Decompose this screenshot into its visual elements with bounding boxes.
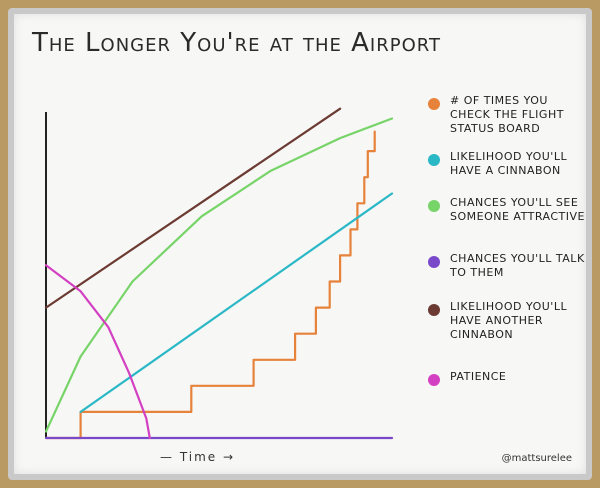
series-layer — [44, 107, 394, 440]
series-patience — [44, 264, 151, 440]
legend-label: Chances you'll see someone attractive — [450, 196, 585, 223]
legend-label: Likelihood you'll have a Cinnabon — [450, 150, 568, 177]
legend-swatch — [428, 256, 440, 268]
watermark: @mattsurelee — [501, 453, 572, 464]
legend-swatch — [428, 374, 440, 386]
legend-item-patience: Patience — [428, 370, 598, 386]
whiteboard — [8, 8, 592, 480]
legend-item-attractive: Chances you'll see someone attractive — [428, 196, 598, 224]
legend-label: # of times you check the flight status b… — [450, 94, 564, 135]
x-axis-label: — Time → — [160, 450, 236, 464]
legend-swatch — [428, 154, 440, 166]
legend-item-cinnabon: Likelihood you'll have a Cinnabon — [428, 150, 598, 178]
series-another-cinnabon — [44, 107, 342, 309]
legend-label: Likelihood you'll have another Cinnabon — [450, 300, 568, 341]
legend-swatch — [428, 304, 440, 316]
series-flight-board — [44, 130, 376, 440]
legend-swatch — [428, 98, 440, 110]
chart-title: The Longer You're at the Airport — [32, 28, 441, 58]
legend-item-talk: Chances you'll talk to them — [428, 252, 598, 280]
series-cinnabon — [79, 192, 394, 413]
legend-item-flight-board: # of times you check the flight status b… — [428, 94, 598, 136]
legend-swatch — [428, 200, 440, 212]
legend-label: Chances you'll talk to them — [450, 252, 585, 279]
legend-label: Patience — [450, 370, 507, 383]
series-attractive — [44, 117, 394, 433]
legend-item-another-cinnabon: Likelihood you'll have another Cinnabon — [428, 300, 598, 342]
